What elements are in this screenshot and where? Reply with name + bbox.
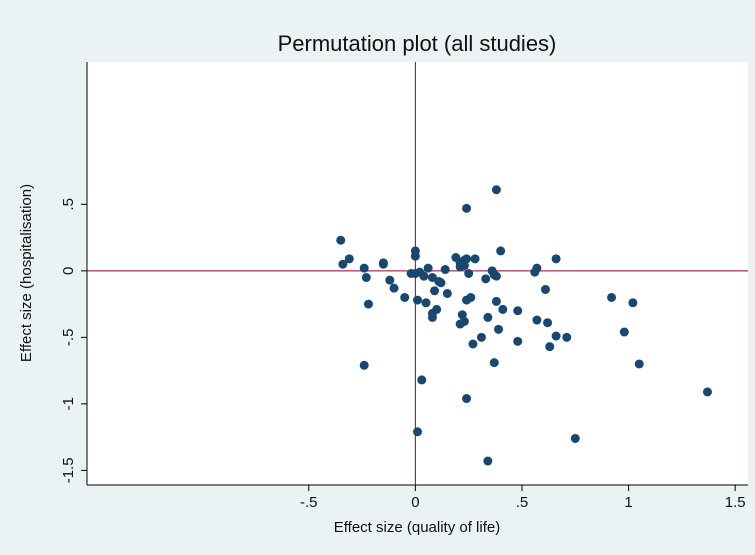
point [400,292,410,302]
point [389,283,399,293]
point [385,275,395,285]
x-tick-label: -.5 [300,494,318,511]
point [436,278,446,288]
point [532,315,542,325]
x-axis-title: Effect size (quality of life) [334,519,500,536]
point [432,304,442,314]
point [491,185,501,195]
point [634,359,644,369]
point [423,263,433,273]
point [543,318,553,328]
point [413,295,422,305]
point [378,259,388,269]
point [562,332,572,342]
point [489,358,499,368]
point [702,387,712,397]
point [413,427,422,437]
point [619,327,629,337]
y-axis-title: Effect size (hospitalisation) [18,184,35,362]
point [430,286,440,296]
point [513,336,523,346]
point [410,251,420,261]
y-tick-label: -1 [60,397,77,410]
point [417,375,427,385]
point [532,263,542,273]
point [498,304,508,314]
point [491,271,501,281]
point [483,312,493,322]
point [607,292,617,302]
point [476,332,486,342]
point [440,265,450,275]
point [496,246,506,256]
point [481,274,491,284]
point [442,288,452,298]
point [344,254,354,264]
point [551,254,561,264]
x-tick-label: .5 [516,494,529,511]
point [462,203,472,213]
point [361,272,371,282]
point [466,292,476,302]
point [470,254,480,264]
point [363,299,373,309]
x-tick-label: 1 [624,494,632,511]
point [336,235,346,245]
point [628,298,638,308]
point [462,254,472,264]
chart-title: Permutation plot (all studies) [278,31,557,56]
y-tick-label: .5 [60,198,77,211]
x-tick-label: 1.5 [725,494,746,511]
point [513,306,523,316]
y-tick-label: -.5 [60,329,77,347]
point [421,298,431,308]
point [419,271,429,281]
point [491,296,501,306]
x-tick-label: 0 [411,494,419,511]
point [483,456,493,466]
point [551,331,561,341]
point [545,342,555,352]
point [462,394,472,404]
point [338,259,348,269]
y-tick-label: 0 [60,267,77,275]
point [540,284,550,294]
point [459,316,469,326]
point [464,269,474,278]
point [570,433,580,443]
y-tick-label: -1.5 [60,457,77,483]
point [494,324,504,334]
point [359,360,369,370]
point [468,339,478,349]
point [359,263,369,273]
